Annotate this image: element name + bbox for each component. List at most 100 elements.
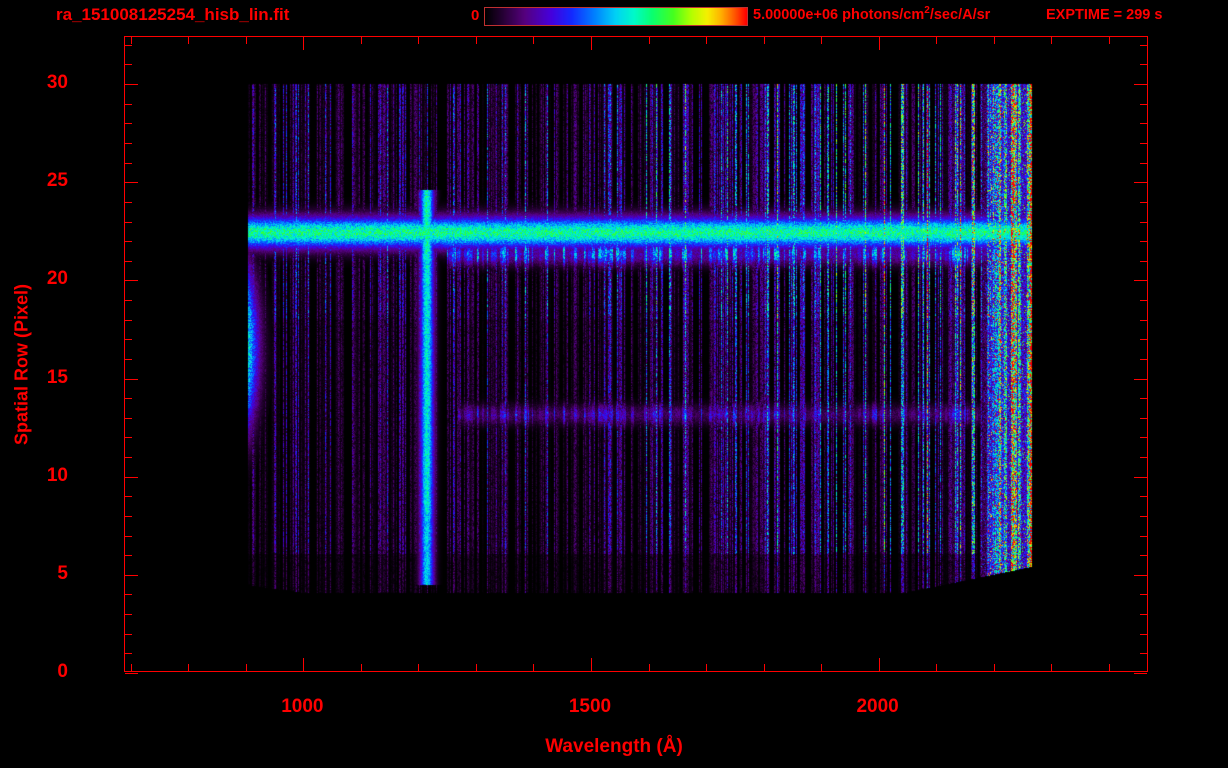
y-tick-right-major xyxy=(1134,673,1147,674)
y-tick-right-minor xyxy=(1140,201,1147,203)
y-tick-minor xyxy=(125,594,132,596)
y-tick-right-minor xyxy=(1140,653,1147,655)
y-tick-minor xyxy=(125,143,132,144)
plot-frame xyxy=(124,36,1148,674)
y-tick-right-minor xyxy=(1140,143,1147,144)
y-tick-right-minor xyxy=(1140,594,1147,596)
y-tick-right-major xyxy=(1134,182,1147,184)
colorbar-max-label: 5.00000e+06 photons/cm2/sec/A/sr xyxy=(753,5,991,23)
y-tick-right-minor xyxy=(1140,221,1147,223)
y-tick-right-minor xyxy=(1140,633,1147,635)
y-tick-minor xyxy=(125,201,132,203)
y-tick-major xyxy=(125,574,138,576)
y-tick-minor xyxy=(125,319,132,321)
x-tick-minor xyxy=(245,664,247,671)
y-tick-minor xyxy=(125,162,132,164)
y-tick-right-minor xyxy=(1140,339,1147,341)
y-tick-minor xyxy=(125,300,132,302)
x-tick-minor xyxy=(188,664,190,671)
y-tick-major xyxy=(125,280,138,282)
x-tick-minor xyxy=(936,664,938,671)
y-tick-right-major xyxy=(1134,476,1147,478)
y-tick-minor xyxy=(125,614,132,616)
x-tick-top-minor xyxy=(821,37,823,44)
y-tick-right-minor xyxy=(1140,535,1147,537)
x-tick-label: 2000 xyxy=(856,696,899,717)
y-tick-label: 15 xyxy=(46,366,68,388)
x-tick-top-minor xyxy=(245,37,247,44)
x-tick-top-minor xyxy=(418,37,420,44)
y-tick-label: 5 xyxy=(57,562,68,584)
x-tick-minor xyxy=(763,664,765,671)
y-tick-right-minor xyxy=(1140,319,1147,321)
y-tick-major xyxy=(125,476,138,478)
y-tick-right-minor xyxy=(1140,555,1147,557)
y-tick-label: 0 xyxy=(57,661,68,682)
x-tick-major xyxy=(590,658,592,671)
y-tick-minor xyxy=(125,437,132,439)
x-tick-top-minor xyxy=(130,37,132,44)
y-tick-minor xyxy=(125,398,132,400)
y-tick-minor xyxy=(125,417,132,419)
y-tick-right-minor xyxy=(1140,300,1147,302)
x-tick-minor xyxy=(360,664,362,671)
colorbar-min-label: 0 xyxy=(471,7,480,24)
y-tick-minor xyxy=(125,555,132,557)
y-tick-minor xyxy=(125,653,132,655)
y-tick-right-minor xyxy=(1140,457,1147,459)
x-tick-label: 1000 xyxy=(281,696,324,717)
y-tick-right-minor xyxy=(1140,64,1147,66)
y-tick-right-minor xyxy=(1140,437,1147,439)
x-tick-minor xyxy=(706,664,708,671)
y-tick-right-minor xyxy=(1140,614,1147,616)
colorbar-max-units: /sec/A/sr xyxy=(929,7,991,23)
x-tick-top-minor xyxy=(188,37,190,44)
x-tick-top-minor xyxy=(533,37,535,44)
page-title: ra_151008125254_hisb_lin.fit xyxy=(56,5,290,24)
y-tick-minor xyxy=(125,64,132,66)
x-tick-minor xyxy=(475,664,477,671)
x-tick-top-major xyxy=(878,37,880,50)
y-tick-right-major xyxy=(1134,84,1147,86)
y-tick-right-minor xyxy=(1140,162,1147,164)
x-tick-top-minor xyxy=(936,37,938,44)
plot-image-area xyxy=(125,37,1147,671)
x-tick-top-minor xyxy=(648,37,650,44)
y-tick-major xyxy=(125,378,138,380)
x-tick-top-minor xyxy=(993,37,995,44)
y-tick-minor xyxy=(125,339,132,341)
x-tick-top-minor xyxy=(1108,37,1110,44)
y-tick-right-minor xyxy=(1140,241,1147,243)
x-tick-minor xyxy=(418,664,420,671)
y-tick-minor xyxy=(125,103,132,105)
y-tick-label: 10 xyxy=(46,464,68,486)
spectrogram-image xyxy=(125,37,1147,671)
colorbar-max-exponent: 2 xyxy=(924,5,930,17)
y-tick-minor xyxy=(125,633,132,635)
y-tick-right-minor xyxy=(1140,123,1147,125)
x-tick-major xyxy=(303,658,305,671)
colorbar-gradient xyxy=(485,8,747,25)
colorbar xyxy=(484,7,748,26)
y-tick-right-minor xyxy=(1140,515,1147,517)
y-tick-minor xyxy=(125,123,132,125)
x-tick-minor xyxy=(533,664,535,671)
y-tick-minor xyxy=(125,457,132,459)
y-axis-title: Spatial Row (Pixel) xyxy=(11,283,32,446)
y-tick-minor xyxy=(125,535,132,537)
y-tick-minor xyxy=(125,260,132,262)
y-tick-label: 25 xyxy=(46,170,68,192)
y-tick-label: 30 xyxy=(46,72,68,94)
y-tick-right-minor xyxy=(1140,496,1147,498)
x-tick-top-minor xyxy=(706,37,708,44)
x-axis-title: Wavelength (Å) xyxy=(545,736,683,757)
x-tick-top-major xyxy=(590,37,592,50)
x-tick-minor xyxy=(1108,664,1110,671)
x-tick-major xyxy=(878,658,880,671)
x-tick-minor xyxy=(821,664,823,671)
x-tick-label: 1500 xyxy=(568,696,612,717)
y-tick-minor xyxy=(125,221,132,223)
x-tick-minor xyxy=(1051,664,1053,671)
x-tick-minor xyxy=(130,664,132,671)
